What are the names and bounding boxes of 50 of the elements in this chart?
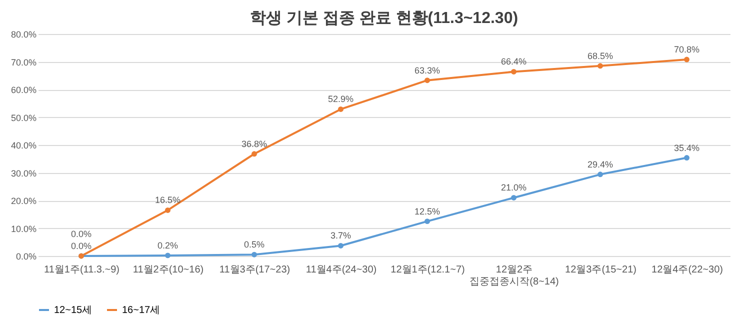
- x-tick-label: 11월3주(17~23): [219, 264, 290, 276]
- x-tick-label: 12월3주(15~21): [565, 264, 636, 276]
- x-tick-label: 12월4주(22~30): [652, 264, 723, 276]
- data-label: 3.7%: [330, 230, 352, 241]
- x-tick-label: 11월1주(11.3.~9): [44, 264, 120, 276]
- y-tick-label: 30.0%: [10, 168, 36, 178]
- data-label: 68.5%: [587, 50, 614, 61]
- x-tick-label: 12월1주(12.1~7): [390, 264, 465, 276]
- point: [165, 207, 170, 213]
- point: [165, 252, 170, 258]
- x-tick-label: 12월2주 집중접종시작(8~14): [470, 264, 559, 288]
- y-tick-label: 0.0%: [16, 252, 36, 262]
- y-tick-label: 20.0%: [10, 196, 36, 206]
- data-label: 16.5%: [154, 195, 181, 206]
- point: [598, 63, 603, 69]
- data-label: 0.0%: [70, 229, 92, 239]
- legend-label: 16~17세: [122, 305, 160, 316]
- data-label: 0.5%: [244, 240, 265, 250]
- legend-label: 12~15세: [54, 305, 92, 316]
- data-label: 12.5%: [414, 206, 440, 216]
- x-tick-label: 11월4주(24~30): [306, 264, 377, 276]
- point: [424, 218, 430, 224]
- point: [598, 172, 603, 178]
- point: [424, 78, 430, 84]
- y-tick-label: 50.0%: [10, 112, 36, 123]
- point: [684, 155, 690, 160]
- data-label: 70.8%: [674, 44, 700, 55]
- point: [338, 243, 344, 248]
- y-tick-label: 60.0%: [10, 85, 36, 95]
- point: [252, 151, 257, 157]
- y-tick-label: 40.0%: [10, 140, 36, 150]
- y-tick-label: 80.0%: [10, 30, 36, 40]
- point: [252, 252, 257, 258]
- point: [338, 106, 344, 112]
- x-tick-label: 11월2주(10~16): [132, 264, 204, 276]
- point: [684, 56, 690, 62]
- data-label: 52.9%: [328, 94, 354, 104]
- data-label: 29.4%: [587, 159, 614, 170]
- data-label: 66.4%: [500, 56, 527, 67]
- data-label: 63.3%: [414, 65, 440, 76]
- data-label: 36.8%: [241, 138, 268, 149]
- data-label: 35.4%: [674, 142, 700, 153]
- point: [511, 194, 516, 200]
- y-tick-label: 70.0%: [10, 57, 36, 68]
- data-label: 21.0%: [500, 182, 527, 193]
- data-label: 0.0%: [70, 241, 92, 251]
- chart-title: 학생 기본 접종 완료 현황(11.3~12.30): [250, 10, 518, 27]
- data-label: 0.2%: [157, 240, 178, 250]
- point: [511, 69, 516, 74]
- y-tick-label: 10.0%: [10, 224, 36, 234]
